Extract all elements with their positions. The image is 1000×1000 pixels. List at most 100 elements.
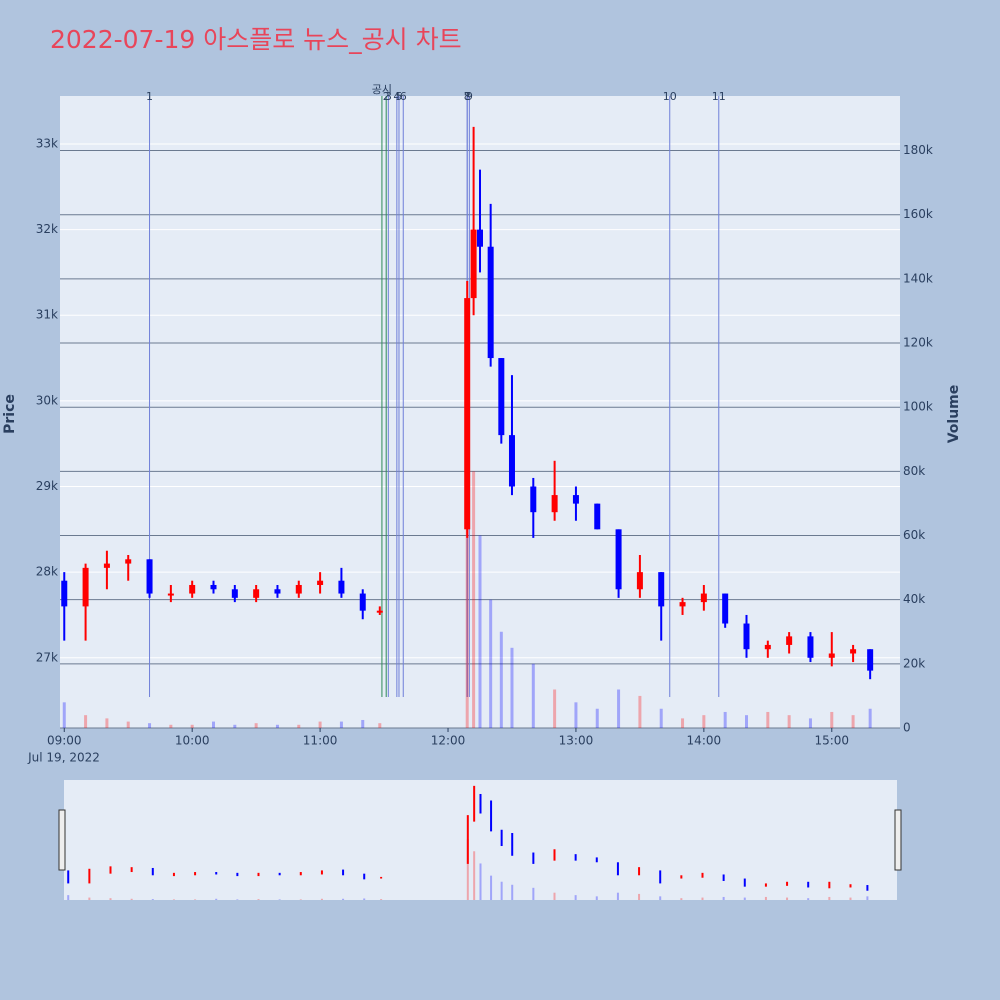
volume-bar bbox=[212, 721, 216, 728]
mini-volume bbox=[109, 898, 112, 900]
y2-tick-label: 160k bbox=[903, 207, 933, 221]
volume-bar bbox=[851, 715, 855, 728]
volume-bar bbox=[190, 724, 194, 728]
volume-bar bbox=[744, 715, 748, 728]
mini-volume bbox=[130, 898, 133, 900]
mini-volume bbox=[490, 875, 493, 900]
event-label: 5 bbox=[395, 90, 402, 103]
event-label: 10 bbox=[663, 90, 677, 103]
candle-body bbox=[850, 649, 857, 654]
volume-bar bbox=[169, 724, 173, 728]
candle-body bbox=[551, 495, 558, 513]
candle-body bbox=[786, 636, 793, 645]
volume-bar bbox=[62, 702, 66, 728]
candle-body bbox=[530, 486, 537, 513]
candle-body bbox=[61, 580, 68, 607]
mini-volume bbox=[320, 898, 323, 900]
mini-volume bbox=[680, 898, 683, 900]
volume-bar bbox=[574, 702, 578, 728]
mini-volume bbox=[659, 896, 662, 900]
volume-bar bbox=[702, 715, 706, 728]
y-tick-label: 31k bbox=[36, 308, 58, 322]
x-tick-label: 11:00 bbox=[303, 734, 338, 748]
y2-tick-label: 180k bbox=[903, 143, 933, 157]
candle-body bbox=[82, 567, 89, 607]
volume-bar bbox=[595, 708, 599, 728]
mini-volume bbox=[786, 897, 789, 900]
candle-body bbox=[679, 602, 686, 607]
mini-volume bbox=[638, 893, 641, 900]
candle-body bbox=[508, 435, 515, 487]
volume-bar bbox=[830, 711, 834, 728]
candle-body bbox=[594, 503, 601, 530]
candle-body bbox=[498, 358, 505, 436]
candle-body bbox=[231, 589, 238, 598]
mini-volume bbox=[532, 887, 535, 900]
mini-volume bbox=[574, 895, 577, 900]
mini-volume bbox=[511, 884, 514, 900]
y2-tick-label: 100k bbox=[903, 400, 933, 414]
volume-bar bbox=[126, 721, 130, 728]
mini-volume bbox=[764, 896, 767, 900]
x-tick-label: 09:00 bbox=[47, 734, 82, 748]
candle-body bbox=[828, 653, 835, 658]
mini-volume bbox=[172, 899, 175, 900]
y2-axis-title: Volume bbox=[946, 385, 962, 444]
mini-volume bbox=[807, 898, 810, 900]
slider-handle[interactable] bbox=[894, 809, 902, 871]
volume-bar bbox=[787, 715, 791, 728]
candle-body bbox=[722, 593, 729, 624]
candle-body bbox=[189, 584, 196, 594]
candle-body bbox=[125, 559, 132, 564]
y-tick-label: 29k bbox=[36, 479, 58, 493]
mini-volume bbox=[616, 892, 619, 900]
event-label: 6 bbox=[400, 90, 407, 103]
mini-volume bbox=[500, 881, 503, 900]
x-date-label: Jul 19, 2022 bbox=[27, 751, 100, 765]
candle-body bbox=[807, 636, 814, 658]
candle-body bbox=[743, 623, 750, 650]
event-label: 1 bbox=[146, 90, 153, 103]
mini-volume bbox=[194, 899, 197, 900]
event-label: 2 bbox=[383, 90, 390, 103]
volume-bar bbox=[465, 407, 469, 728]
slider-handle[interactable] bbox=[58, 809, 66, 871]
candle-body bbox=[338, 580, 345, 594]
y2-tick-label: 40k bbox=[903, 592, 925, 606]
y2-tick-label: 20k bbox=[903, 656, 925, 670]
candle-body bbox=[253, 589, 260, 598]
y-tick-label: 27k bbox=[36, 650, 58, 664]
mini-volume bbox=[828, 896, 831, 900]
volume-bar bbox=[868, 708, 872, 728]
x-tick-label: 15:00 bbox=[814, 734, 849, 748]
mini-volume bbox=[278, 899, 281, 900]
mini-volume bbox=[215, 898, 218, 900]
mini-volume bbox=[866, 896, 869, 900]
y2-tick-label: 60k bbox=[903, 528, 925, 542]
candle-body bbox=[146, 559, 153, 594]
volume-bar bbox=[681, 718, 685, 728]
candle-body bbox=[359, 593, 366, 611]
y-tick-label: 30k bbox=[36, 393, 58, 407]
volume-bar bbox=[148, 723, 152, 728]
candle-body bbox=[295, 584, 302, 594]
volume-bar bbox=[553, 689, 557, 728]
candle-body bbox=[572, 495, 579, 504]
event-label: 4 bbox=[393, 90, 400, 103]
mini-volume bbox=[299, 899, 302, 900]
candle-body bbox=[700, 593, 707, 603]
volume-bar bbox=[233, 724, 237, 728]
mini-volume bbox=[88, 897, 91, 900]
mini-volume bbox=[849, 897, 852, 900]
event-label: 3 bbox=[385, 90, 392, 103]
y-axis-title: Price bbox=[2, 394, 18, 434]
x-tick-label: 10:00 bbox=[175, 734, 210, 748]
event-label: 8 bbox=[464, 90, 471, 103]
volume-bar bbox=[254, 723, 258, 728]
mini-volume bbox=[363, 898, 366, 900]
y-tick-label: 33k bbox=[36, 136, 58, 150]
candle-body bbox=[317, 580, 324, 585]
mini-volume bbox=[722, 896, 725, 900]
mini-volume bbox=[342, 898, 345, 900]
x-tick-label: 12:00 bbox=[431, 734, 466, 748]
